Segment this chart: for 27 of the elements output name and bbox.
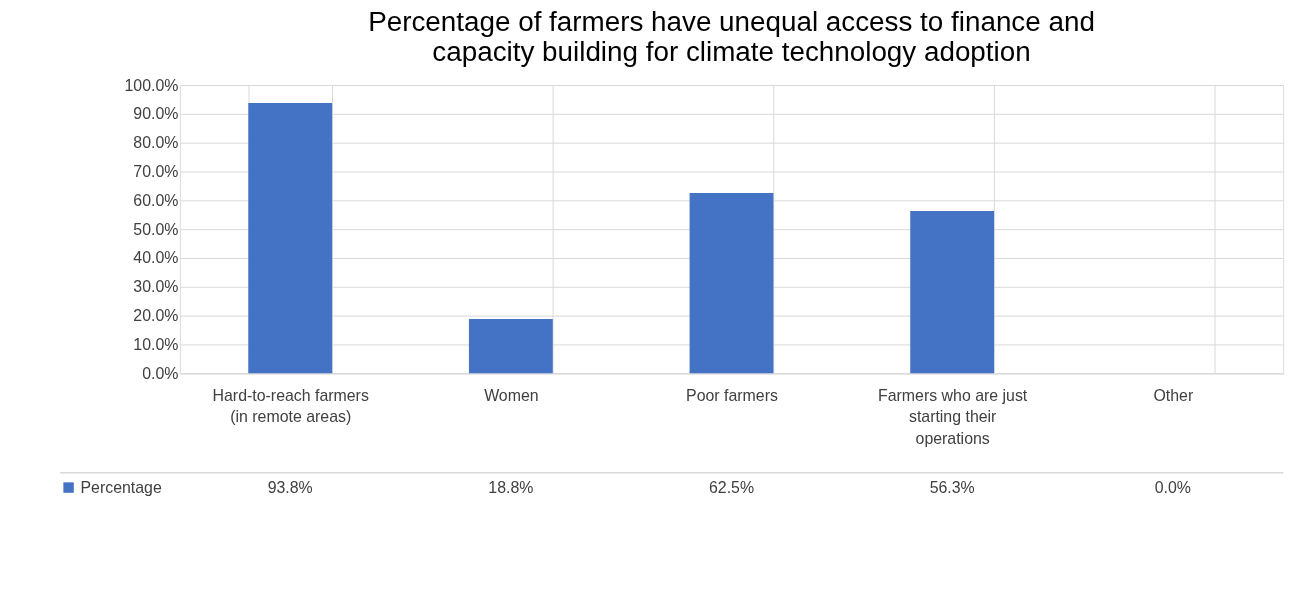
x-tick-label: Women bbox=[484, 386, 539, 404]
y-tick-label: 90.0% bbox=[133, 105, 179, 123]
data-label: 18.8% bbox=[488, 478, 534, 496]
data-label: 0.0% bbox=[1154, 478, 1191, 496]
y-tick-label: 10.0% bbox=[133, 335, 179, 353]
bar bbox=[248, 102, 333, 374]
y-tick-label: 0.0% bbox=[142, 364, 179, 382]
bar bbox=[689, 193, 774, 374]
chart-title: Percentage of farmers have unequal access to finance and capacity building for climate technology adoption bbox=[368, 6, 1095, 68]
y-tick-label: 40.0% bbox=[133, 249, 179, 267]
x-tick-label: Poor farmers bbox=[686, 386, 778, 404]
x-tick-label: Hard-to-reach farmers (in remote areas) bbox=[212, 386, 369, 426]
y-tick-label: 50.0% bbox=[133, 220, 179, 238]
bar bbox=[468, 319, 553, 374]
data-label: 56.3% bbox=[929, 478, 975, 496]
x-tick-label: Farmers who are just starting their operations bbox=[878, 386, 1028, 448]
bar bbox=[910, 210, 995, 374]
y-tick-label: 80.0% bbox=[133, 134, 179, 152]
legend-label: Percentage bbox=[80, 478, 162, 496]
data-label: 62.5% bbox=[708, 478, 755, 496]
y-tick-label: 60.0% bbox=[133, 191, 179, 209]
x-tick-label: Other bbox=[1153, 386, 1194, 404]
data-label: 93.8% bbox=[267, 478, 313, 496]
y-tick-label: 30.0% bbox=[133, 278, 179, 296]
y-tick-label: 20.0% bbox=[133, 307, 179, 325]
y-tick-label: 70.0% bbox=[133, 162, 179, 180]
y-tick-label: 100.0% bbox=[124, 76, 179, 94]
